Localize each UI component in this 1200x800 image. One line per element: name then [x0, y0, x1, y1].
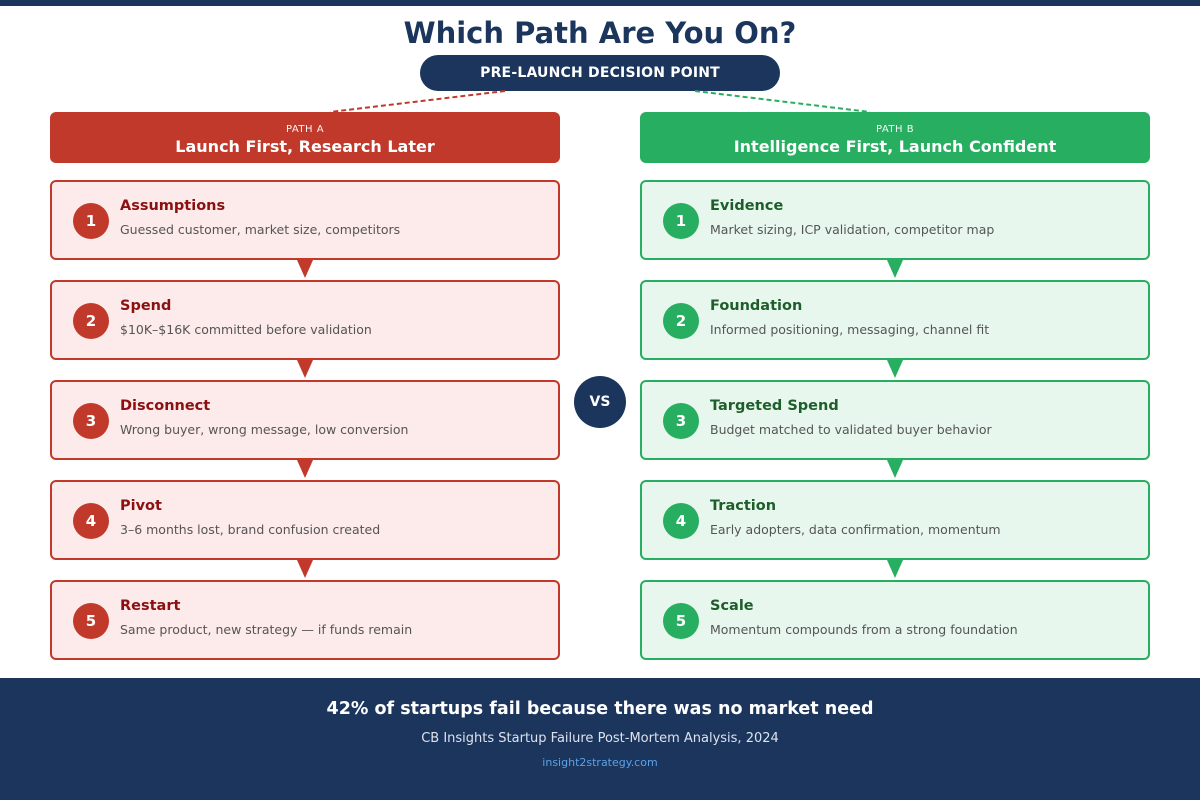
down-arrow-icon — [887, 560, 903, 578]
top-accent-bar — [0, 0, 1200, 6]
down-arrow-icon — [887, 460, 903, 478]
vs-badge: VS — [574, 376, 626, 428]
step-number-badge: 3 — [73, 403, 109, 439]
path-b-step-1: 1 Evidence Market sizing, ICP validation… — [640, 180, 1150, 260]
step-title: Traction — [710, 498, 777, 514]
step-title: Targeted Spend — [710, 398, 839, 414]
step-description: Early adopters, data confirmation, momen… — [710, 522, 1001, 537]
step-description: Momentum compounds from a strong foundat… — [710, 622, 1018, 637]
down-arrow-icon — [297, 360, 313, 378]
path-a-title: Launch First, Research Later — [175, 137, 435, 156]
footer-banner: 42% of startups fail because there was n… — [0, 678, 1200, 800]
path-b-step-3: 3 Targeted Spend Budget matched to valid… — [640, 380, 1150, 460]
path-a-step-5: 5 Restart Same product, new strategy — i… — [50, 580, 560, 660]
step-description: Informed positioning, messaging, channel… — [710, 322, 990, 337]
down-arrow-icon — [887, 260, 903, 278]
down-arrow-icon — [297, 560, 313, 578]
path-b-step-2: 2 Foundation Informed positioning, messa… — [640, 280, 1150, 360]
step-description: Market sizing, ICP validation, competito… — [710, 222, 995, 237]
step-description: Same product, new strategy — if funds re… — [120, 622, 413, 637]
step-description: Guessed customer, market size, competito… — [120, 222, 401, 237]
step-number-badge: 4 — [663, 503, 699, 539]
step-title: Restart — [120, 598, 181, 614]
step-title: Spend — [120, 298, 172, 314]
step-number-badge: 2 — [73, 303, 109, 339]
down-arrow-icon — [297, 260, 313, 278]
step-title: Assumptions — [120, 198, 226, 214]
step-title: Evidence — [710, 198, 784, 214]
footer-stat: 42% of startups fail because there was n… — [326, 699, 874, 719]
connector-path-a — [329, 90, 506, 113]
connector-path-b — [694, 90, 871, 113]
step-number-badge: 5 — [663, 603, 699, 639]
step-description: 3–6 months lost, brand confusion created — [120, 522, 381, 537]
step-description: Budget matched to validated buyer behavi… — [710, 422, 992, 437]
footer-site-link[interactable]: insight2strategy.com — [542, 756, 658, 769]
path-b-kicker: PATH B — [875, 124, 915, 135]
path-a-step-2: 2 Spend $10K–$16K committed before valid… — [50, 280, 560, 360]
step-number-badge: 1 — [663, 203, 699, 239]
step-title: Foundation — [710, 298, 803, 314]
path-a-header: PATH A Launch First, Research Later — [50, 112, 560, 163]
step-number-badge: 4 — [73, 503, 109, 539]
decision-point-pill: PRE-LAUNCH DECISION POINT — [420, 55, 780, 91]
path-b-header: PATH B Intelligence First, Launch Confid… — [640, 112, 1150, 163]
step-number-badge: 1 — [73, 203, 109, 239]
path-b-step-4: 4 Traction Early adopters, data confirma… — [640, 480, 1150, 560]
path-a-step-3: 3 Disconnect Wrong buyer, wrong message,… — [50, 380, 560, 460]
step-title: Disconnect — [120, 398, 211, 414]
step-number-badge: 2 — [663, 303, 699, 339]
step-number-badge: 3 — [663, 403, 699, 439]
down-arrow-icon — [887, 360, 903, 378]
step-title: Scale — [710, 598, 754, 614]
page-title: Which Path Are You On? — [403, 16, 797, 50]
path-a-step-4: 4 Pivot 3–6 months lost, brand confusion… — [50, 480, 560, 560]
path-a-kicker: PATH A — [285, 124, 325, 135]
path-a-step-1: 1 Assumptions Guessed customer, market s… — [50, 180, 560, 260]
footer-source: CB Insights Startup Failure Post-Mortem … — [421, 731, 779, 746]
step-number-badge: 5 — [73, 603, 109, 639]
step-description: $10K–$16K committed before validation — [120, 322, 372, 337]
down-arrow-icon — [297, 460, 313, 478]
step-description: Wrong buyer, wrong message, low conversi… — [120, 422, 409, 437]
step-title: Pivot — [120, 498, 162, 514]
path-b-title: Intelligence First, Launch Confident — [733, 137, 1057, 156]
path-b-step-5: 5 Scale Momentum compounds from a strong… — [640, 580, 1150, 660]
